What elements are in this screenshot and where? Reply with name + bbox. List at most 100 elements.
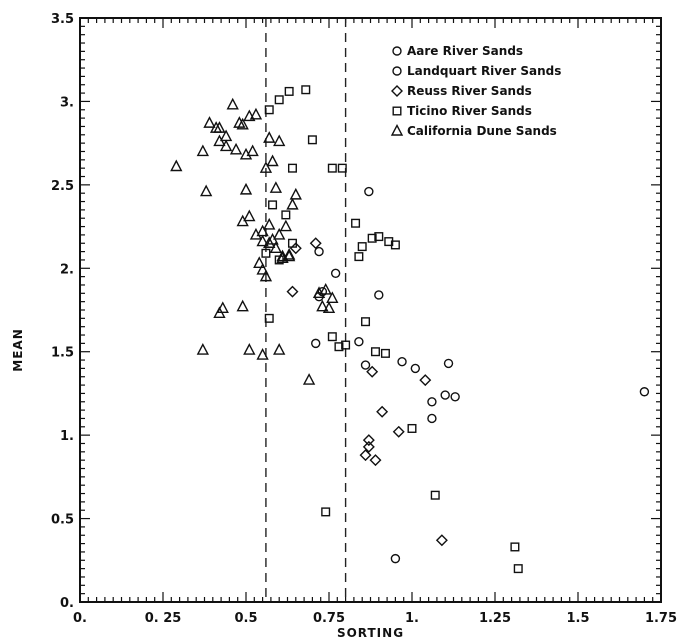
data-point — [256, 262, 269, 275]
legend-item: Landquart River Sands — [392, 64, 561, 78]
data-point — [229, 142, 243, 155]
tick-labels: 0. 0. 25 0.5 0.75 1. 1.25 1.5 1.75 0. 0.5 1. 1.5 2. 2… — [51, 12, 677, 626]
data-point — [287, 238, 297, 248]
data-point — [311, 338, 321, 349]
data-point — [196, 343, 209, 355]
data-point — [236, 299, 249, 312]
data-point — [226, 97, 239, 110]
data-point — [327, 163, 337, 173]
data-point — [263, 236, 276, 248]
data-point — [203, 116, 216, 128]
data-point — [376, 405, 389, 418]
legend-label: Reuss River Sands — [407, 84, 532, 98]
series-3 — [261, 85, 523, 574]
legend-label: California Dune Sands — [407, 124, 557, 138]
data-point — [279, 219, 292, 232]
data-point — [243, 209, 256, 222]
data-point — [362, 434, 375, 447]
data-point — [213, 306, 226, 319]
data-point — [283, 249, 296, 262]
data-point — [334, 342, 344, 352]
data-point — [263, 131, 276, 143]
data-point — [443, 358, 454, 369]
x-tick-label: 0. 25 — [145, 611, 182, 626]
data-point — [397, 357, 407, 367]
data-point — [307, 135, 317, 145]
data-point — [374, 232, 384, 242]
y-axis-title: MEAN — [11, 328, 25, 371]
data-point — [289, 187, 302, 200]
y-tick-label: 2.5 — [51, 179, 74, 194]
data-point — [302, 373, 316, 385]
data-point — [639, 387, 650, 397]
data-point — [364, 186, 374, 197]
data-point — [360, 360, 371, 370]
data-point — [319, 282, 332, 295]
data-point — [427, 397, 437, 407]
data-point — [301, 85, 311, 95]
y-tick-label: 3.5 — [51, 12, 74, 27]
legend-label: Ticino River Sands — [407, 104, 532, 118]
data-point — [361, 317, 371, 327]
data-point — [243, 343, 256, 355]
y-tick-label: 2. — [60, 262, 74, 277]
data-point — [284, 86, 294, 96]
data-point — [419, 374, 432, 387]
data-point — [256, 348, 269, 360]
data-point — [283, 247, 296, 260]
data-point — [366, 365, 379, 378]
data-point — [273, 134, 286, 147]
series-2 — [286, 237, 448, 547]
data-point — [407, 423, 417, 433]
data-point — [370, 347, 380, 357]
data-point — [410, 363, 421, 374]
y-tick-label: 0. — [60, 596, 74, 611]
y-tick-label: 1. — [60, 429, 74, 444]
data-point — [274, 95, 284, 105]
data-point — [440, 390, 450, 400]
series-0 — [311, 286, 450, 564]
data-point — [266, 154, 279, 167]
data-point — [259, 161, 273, 173]
x-tick-label: 0.5 — [234, 611, 257, 626]
data-point — [246, 144, 259, 157]
data-point — [322, 301, 336, 314]
data-point — [281, 210, 291, 220]
data-point — [435, 534, 448, 547]
x-tick-label: 1. — [405, 611, 419, 626]
data-point — [268, 200, 278, 210]
legend-marker — [391, 85, 403, 97]
data-point — [390, 240, 400, 250]
y-tick-label: 0.5 — [51, 513, 74, 528]
data-point — [513, 564, 523, 574]
legend-item: Aare River Sands — [392, 44, 523, 58]
data-point — [286, 197, 299, 210]
legend-marker — [392, 66, 402, 76]
data-point — [264, 105, 274, 115]
data-points — [170, 85, 650, 574]
data-point — [359, 449, 372, 462]
data-point — [264, 313, 274, 323]
legend-marker — [392, 106, 402, 116]
legend-marker — [390, 123, 404, 136]
data-point — [309, 237, 322, 250]
x-tick-label: 0.75 — [313, 611, 345, 626]
data-point — [321, 507, 331, 517]
data-point — [256, 234, 269, 247]
data-point — [390, 553, 401, 564]
data-point — [253, 256, 266, 268]
data-point — [273, 227, 286, 240]
series-1 — [314, 186, 650, 424]
data-point — [367, 233, 377, 243]
x-tick-label: 1.5 — [566, 611, 589, 626]
x-tick-label: 1.25 — [479, 611, 511, 626]
data-point — [200, 184, 213, 197]
data-point — [213, 134, 226, 147]
data-point — [269, 181, 283, 193]
data-point — [427, 413, 437, 424]
data-point — [170, 159, 183, 172]
data-point — [351, 218, 361, 228]
data-point — [196, 144, 209, 157]
data-point — [326, 291, 339, 304]
